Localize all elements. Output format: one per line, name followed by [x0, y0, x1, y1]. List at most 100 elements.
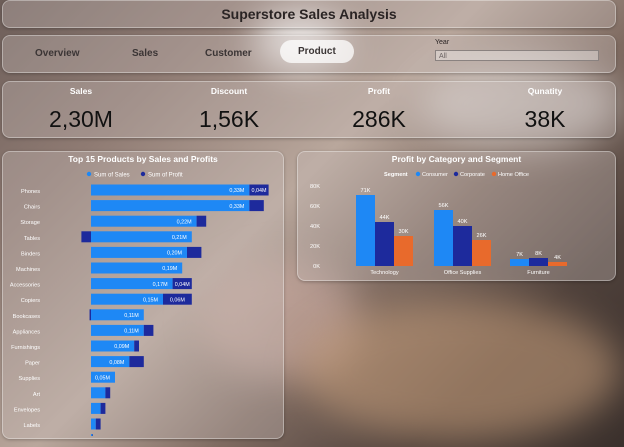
category-label: Bookcases [13, 314, 41, 320]
tab-product[interactable]: Product [280, 40, 354, 63]
legend-marker [453, 171, 459, 177]
category-bar-chart: Segment Consumer Corporate Home Office 0K 20K… [310, 171, 567, 276]
category-label: Furnishings [11, 345, 40, 351]
profit-bar [105, 387, 111, 399]
page-title: Superstore Sales Analysis [221, 6, 397, 22]
sales-data-label: 0,11M [124, 329, 139, 335]
sales-data-label: 0,15M [143, 297, 158, 303]
category-label: Labels [24, 423, 41, 429]
legend-marker-sales [86, 171, 92, 177]
kpi-value: 1,56K [198, 106, 260, 132]
kpi-discount: Discount 1,56K [159, 82, 299, 133]
profit-bar [134, 340, 139, 352]
category-label: Binders [21, 251, 40, 257]
sales-bar [91, 356, 130, 368]
profit-bar [249, 200, 264, 212]
category-label: Paper [25, 361, 40, 367]
legend-marker-profit [140, 171, 146, 177]
column-data-label: 26K [477, 233, 487, 239]
category-label: Appliances [13, 329, 41, 335]
y-tick-label: 60K [310, 204, 320, 210]
column-bar [510, 259, 529, 266]
sales-bar [91, 278, 173, 290]
profit-bar [81, 231, 91, 243]
sales-bar [91, 200, 250, 212]
products-bar-chart: Sum of Sales Sum of Profit Phones 0,33M 0,04… [10, 171, 269, 436]
kpi-label: Profit [367, 86, 391, 96]
sales-bar [91, 418, 96, 430]
tab-customer[interactable]: Customer [205, 48, 252, 59]
chart-title: Profit by Category and Segment [391, 154, 522, 164]
sales-data-label: 0,17M [153, 282, 168, 288]
year-filter-label: Year [435, 39, 450, 46]
column-bar [453, 226, 472, 266]
sales-bar [91, 231, 192, 243]
legend-label-profit: Sum of Profit [148, 173, 183, 179]
legend-label: Home Office [498, 172, 529, 178]
nav-bar: Overview Sales Customer Product Year All [2, 35, 616, 73]
category-label: Tables [24, 236, 40, 242]
profit-bar [249, 184, 269, 196]
kpi-panel: Sales 2,30M Discount 1,56K Profit 286K Q… [2, 81, 616, 138]
column-bar [434, 210, 453, 266]
y-tick-label: 40K [310, 224, 320, 230]
background-blur [420, 60, 620, 150]
legend-marker [415, 171, 421, 177]
profit-bar [196, 215, 207, 227]
y-tick-label: 20K [310, 244, 320, 250]
column-data-label: 30K [399, 229, 409, 235]
sales-bar [91, 293, 163, 305]
category-label: Storage [20, 220, 40, 226]
kpi-quantity: Qunatity 38K [475, 82, 615, 133]
column-bar [548, 262, 567, 266]
tab-overview[interactable]: Overview [35, 48, 80, 59]
x-category-label: Furniture [527, 270, 549, 276]
profit-bar [95, 418, 101, 430]
y-tick-label: 80K [310, 184, 320, 190]
tab-sales[interactable]: Sales [132, 48, 159, 59]
profit-data-label: 0,06M [170, 297, 185, 303]
background-blur [300, 300, 620, 440]
category-label: Supplies [19, 376, 41, 382]
chart-title: Top 15 Products by Sales and Profits [68, 154, 218, 164]
sales-bar [91, 246, 187, 258]
sales-data-label: 0,33M [229, 204, 244, 210]
x-category-label: Office Supplies [444, 270, 482, 276]
column-data-label: 71K [361, 188, 371, 194]
sales-bar [91, 215, 197, 227]
column-data-label: 8K [535, 251, 542, 257]
category-label: Accessories [10, 283, 40, 289]
profit-bar [100, 402, 106, 414]
kpi-value: 2,30M [49, 106, 113, 132]
column-data-label: 44K [380, 215, 390, 221]
category-label: Chairs [24, 205, 40, 211]
legend-label: Consumer [422, 172, 448, 178]
kpi-label: Sales [69, 86, 93, 96]
profit-data-label: 0,04M [252, 188, 267, 194]
legend-label: Corporate [460, 172, 485, 178]
profit-bar [129, 356, 144, 368]
profit-data-label: 0,04M [175, 282, 190, 288]
kpi-label: Qunatity [527, 86, 563, 96]
column-bar [472, 240, 491, 266]
column-bar [375, 222, 394, 266]
sales-bar [91, 402, 101, 414]
year-filter-dropdown[interactable]: All [435, 50, 599, 61]
category-label: Phones [21, 189, 40, 195]
legend-marker [491, 171, 497, 177]
sales-data-label: 0,08M [109, 360, 124, 366]
sales-bar [91, 309, 144, 321]
column-bar [356, 195, 375, 266]
kpi-sales: Sales 2,30M [11, 82, 151, 133]
column-bar [529, 258, 548, 266]
column-data-label: 4K [554, 255, 561, 261]
profit-bar [143, 324, 154, 336]
sales-data-label: 0,33M [229, 188, 244, 194]
legend-label-sales: Sum of Sales [94, 173, 130, 179]
category-label: Art [33, 392, 41, 398]
sales-data-label: 0,22M [177, 219, 192, 225]
profit-bar [89, 309, 91, 321]
kpi-profit: Profit 286K [309, 82, 449, 133]
profit-bar [187, 246, 202, 258]
sales-data-label: 0,09M [114, 344, 129, 350]
